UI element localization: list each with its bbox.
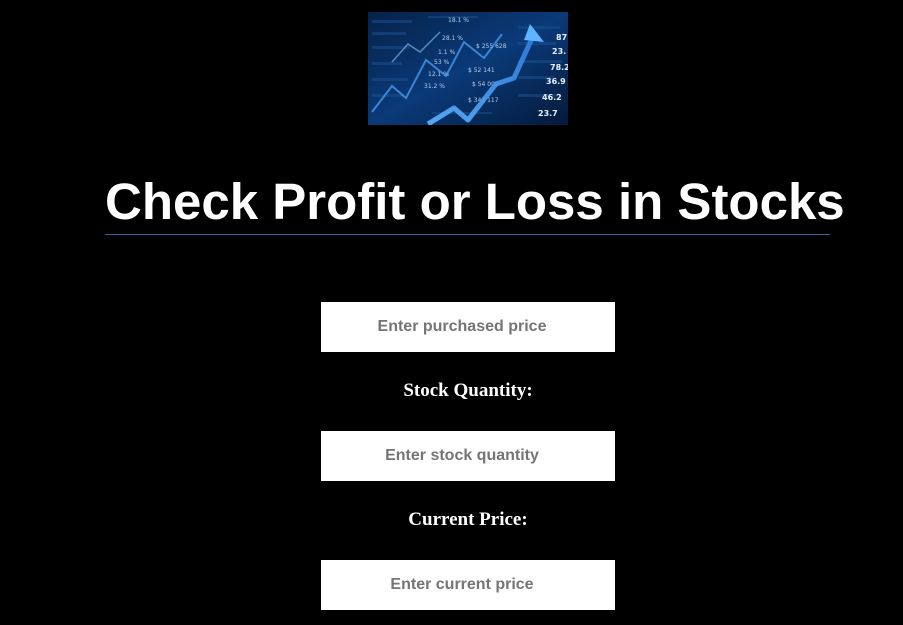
- current-price-label: Current Price:: [408, 509, 528, 530]
- ticker-text: 87: [556, 33, 567, 42]
- ticker-text: 28.1 %: [442, 35, 463, 42]
- ticker-text: 23.: [552, 47, 566, 56]
- ticker-text: 46.2: [542, 93, 562, 102]
- stock-chart-image: 18.1 % 28.1 % 1.1 % 53 % 12.1 % 31.2 % $…: [368, 12, 568, 125]
- ticker-text: 18.1 %: [448, 17, 469, 24]
- ticker-text: $ 54 009: [472, 81, 499, 88]
- arrow-head-icon: [524, 24, 544, 42]
- stock-quantity-input[interactable]: [321, 431, 615, 481]
- trend-line-icon: [371, 33, 503, 113]
- ticker-text: $ 255 628: [476, 43, 507, 50]
- ticker-text: 12.1 %: [428, 71, 449, 78]
- page-title: Check Profit or Loss in Stocks: [105, 170, 845, 235]
- current-price-input[interactable]: [321, 560, 615, 610]
- stock-quantity-label: Stock Quantity:: [403, 380, 533, 401]
- ticker-text: 31.2 %: [424, 83, 445, 90]
- ticker-text: 36.9: [546, 77, 566, 86]
- ticker-text: $ 52 141: [468, 67, 495, 74]
- ticker-text: 1.1 %: [438, 49, 455, 56]
- purchase-price-input[interactable]: [321, 302, 615, 352]
- trend-arrow-icon: [426, 32, 537, 125]
- ticker-text: 53 %: [434, 59, 450, 66]
- ticker-text: 78.2: [550, 63, 568, 72]
- ticker-text: 23.7: [538, 109, 558, 118]
